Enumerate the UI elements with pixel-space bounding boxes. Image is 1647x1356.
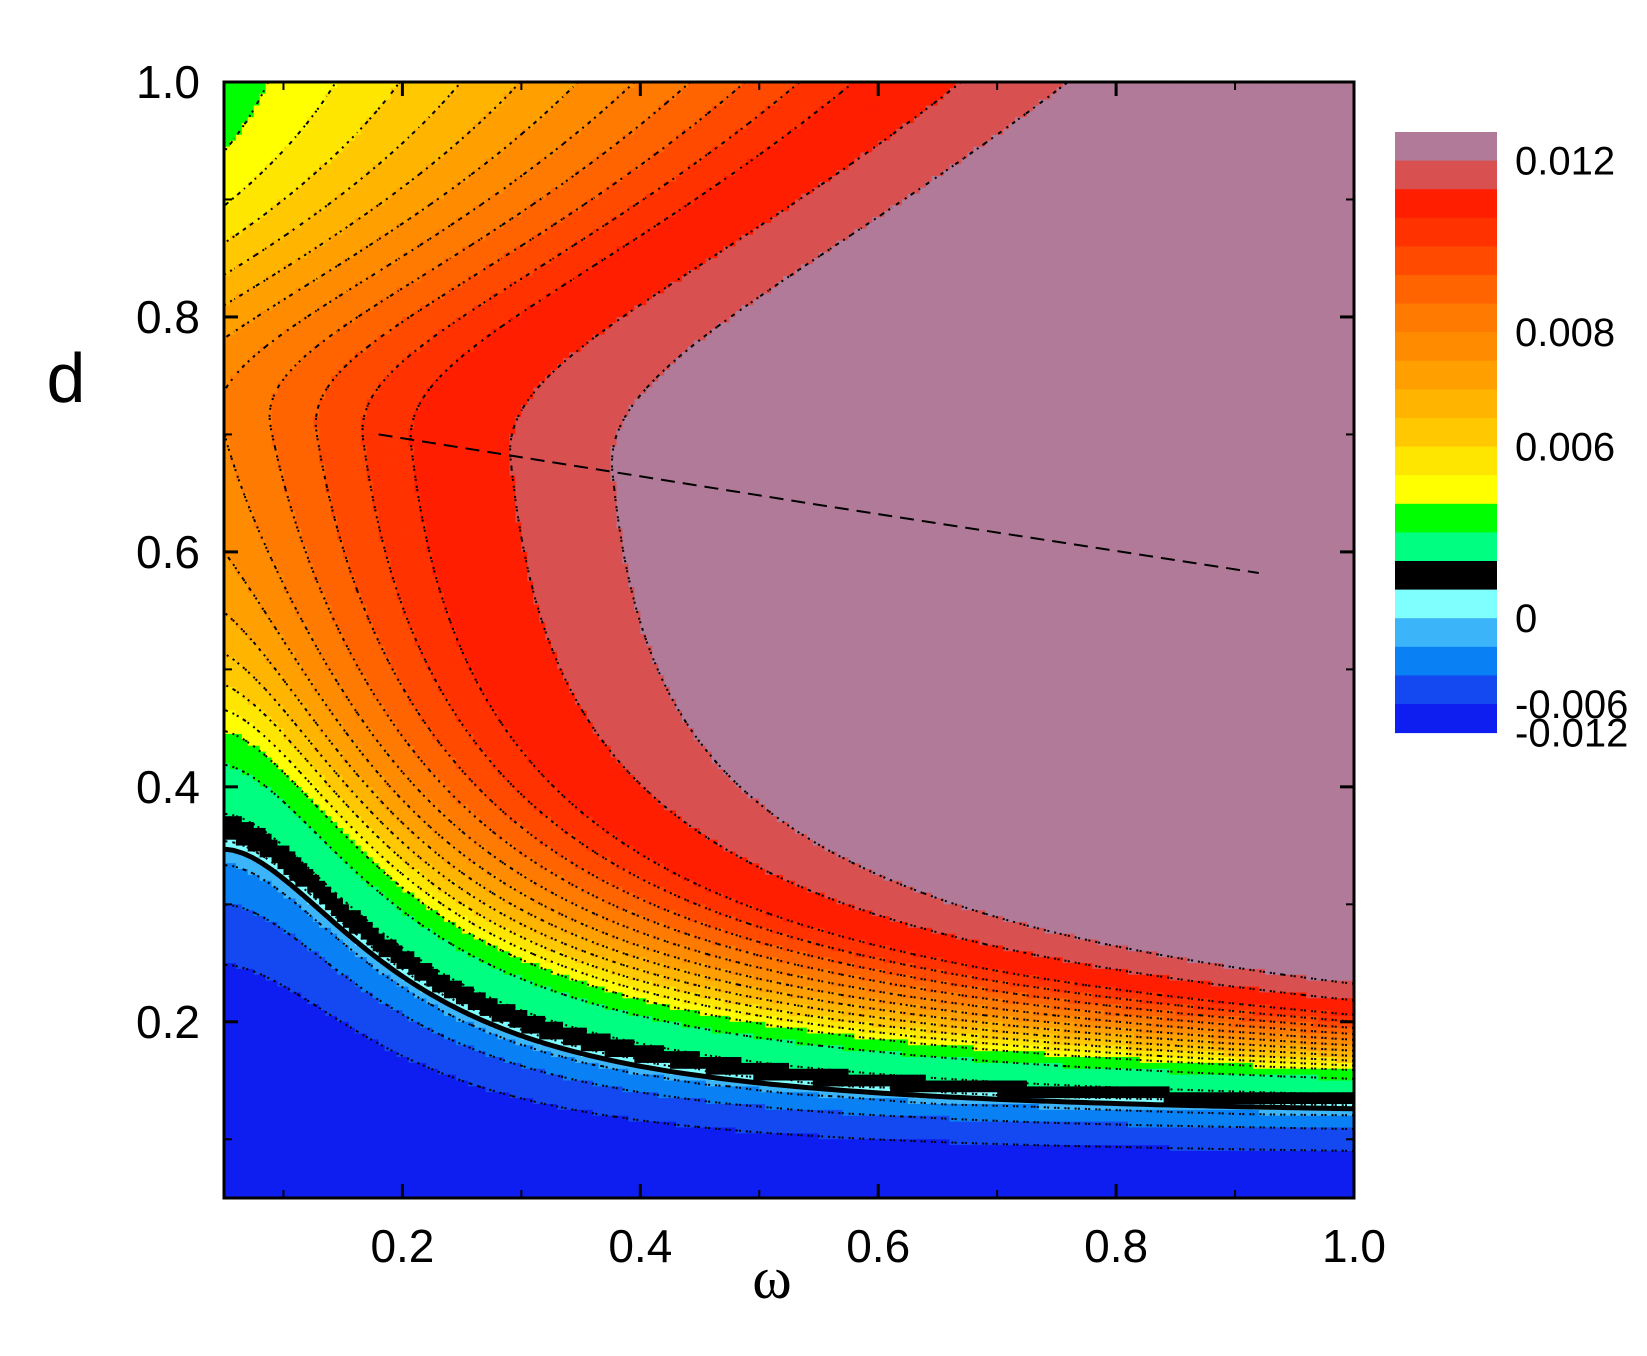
y-axis-title: d	[47, 339, 86, 417]
colorbar-tick-label: 0	[1515, 597, 1537, 641]
y-tick-label: 0.2	[136, 996, 200, 1048]
x-tick-label: 0.8	[1084, 1220, 1148, 1272]
colorbar-tick-label: 0.008	[1515, 311, 1615, 355]
colorbar-swatch	[1395, 332, 1497, 361]
colorbar-swatch	[1395, 189, 1497, 218]
x-tick-label: 0.6	[846, 1220, 910, 1272]
colorbar-swatch	[1395, 561, 1497, 590]
colorbar-swatch	[1395, 361, 1497, 390]
x-axis-title: ω	[752, 1245, 792, 1311]
colorbar-swatch	[1395, 618, 1497, 647]
colorbar-swatch	[1395, 246, 1497, 275]
y-tick-label: 0.4	[136, 761, 200, 813]
x-tick-label: 0.2	[370, 1220, 434, 1272]
contour-bands	[224, 82, 1355, 1199]
x-tick-label: 0.4	[608, 1220, 672, 1272]
colorbar-swatch	[1395, 161, 1497, 190]
colorbar-swatch	[1395, 647, 1497, 676]
colorbar-swatch	[1395, 475, 1497, 504]
colorbar-swatch	[1395, 132, 1497, 161]
colorbar-tick-label: 0.006	[1515, 426, 1615, 470]
colorbar-swatch	[1395, 304, 1497, 333]
colorbar-swatch	[1395, 704, 1497, 733]
y-tick-label: 0.6	[136, 526, 200, 578]
colorbar-swatch	[1395, 218, 1497, 247]
x-tick-label: 1.0	[1322, 1220, 1386, 1272]
colorbar-swatch	[1395, 675, 1497, 704]
colorbar-swatch	[1395, 418, 1497, 447]
y-tick-label: 0.8	[136, 291, 200, 343]
colorbar-swatch	[1395, 275, 1497, 304]
colorbar-swatch	[1395, 532, 1497, 561]
colorbar-swatch	[1395, 504, 1497, 533]
colorbar-swatch	[1395, 389, 1497, 418]
y-tick-label: 1.0	[136, 56, 200, 108]
colorbar-swatch	[1395, 590, 1497, 619]
colorbar-tick-label: -0.012	[1515, 711, 1628, 755]
plot-area	[224, 82, 1355, 1199]
colorbar-tick-label: 0.012	[1515, 140, 1615, 184]
colorbar-swatch	[1395, 447, 1497, 476]
